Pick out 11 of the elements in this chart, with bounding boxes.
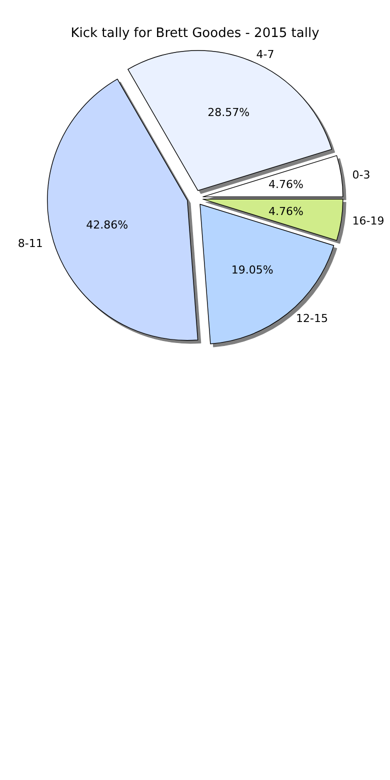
slice-label: 12-15 — [296, 312, 328, 325]
slice-label: 4-7 — [256, 48, 274, 62]
slice-label: 16-19 — [352, 214, 384, 228]
chart-title: Kick tally for Brett Goodes - 2015 tally — [70, 26, 320, 41]
slice-label: 8-11 — [18, 236, 43, 250]
data-label: 4.76% — [268, 178, 304, 191]
data-label: 19.05% — [231, 263, 274, 276]
data-label: 28.57% — [208, 106, 250, 119]
data-label: 42.86% — [86, 218, 128, 232]
data-label: 4.76% — [268, 205, 304, 218]
slice-label: 0-3 — [352, 168, 370, 182]
